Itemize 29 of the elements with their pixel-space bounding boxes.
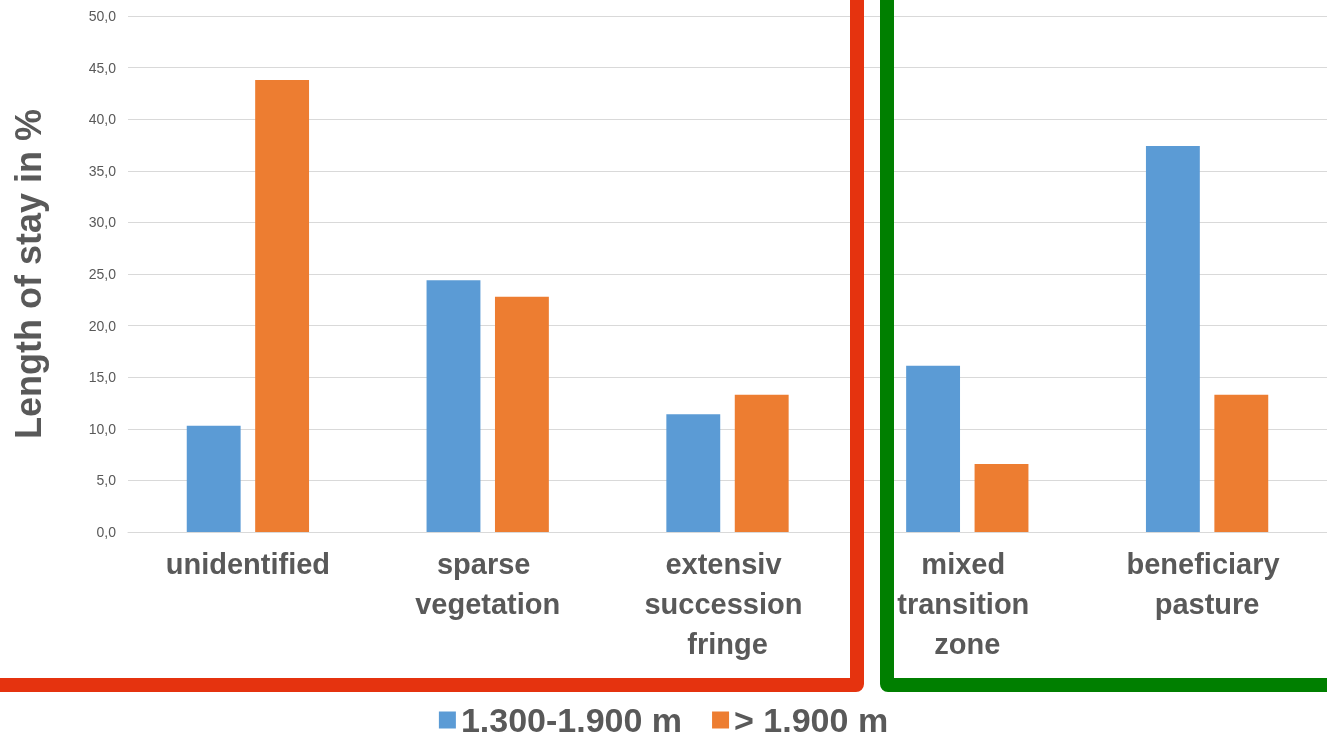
bar [186, 425, 241, 532]
bar [666, 414, 721, 532]
y-tick-label: 0,0 [96, 524, 117, 540]
y-tick-label: 10,0 [88, 420, 117, 437]
legend-label: > 1.900 m [734, 701, 889, 739]
bar [1214, 394, 1269, 532]
y-tick-label: 45,0 [88, 59, 117, 76]
y-tick-label: 40,0 [88, 111, 117, 128]
bar [974, 463, 1029, 532]
x-tick-label: sparse vegetation [415, 548, 561, 620]
bar [1145, 146, 1200, 532]
x-tick-label: extensiv succession fringe [644, 548, 811, 660]
y-tick-label: 15,0 [88, 369, 117, 386]
y-tick-label: 5,0 [96, 472, 117, 489]
y-tick-label: 50,0 [88, 8, 117, 24]
bar [494, 296, 549, 532]
legend-label: 1.300-1.900 m [460, 701, 683, 739]
y-tick-label: 20,0 [88, 317, 117, 334]
bar [734, 394, 789, 532]
x-tick-label: beneficiary pasture [1126, 548, 1288, 620]
y-axis-title: Length of stay in % [7, 108, 49, 440]
bar [255, 79, 310, 532]
y-tick-label: 25,0 [88, 266, 117, 282]
bar [426, 280, 481, 532]
y-tick-label: 35,0 [88, 162, 117, 179]
bar [906, 365, 961, 532]
x-tick-label: mixed transition zone [897, 548, 1038, 660]
y-tick-label: 30,0 [88, 214, 117, 231]
x-tick-label: unidentified [165, 548, 331, 580]
